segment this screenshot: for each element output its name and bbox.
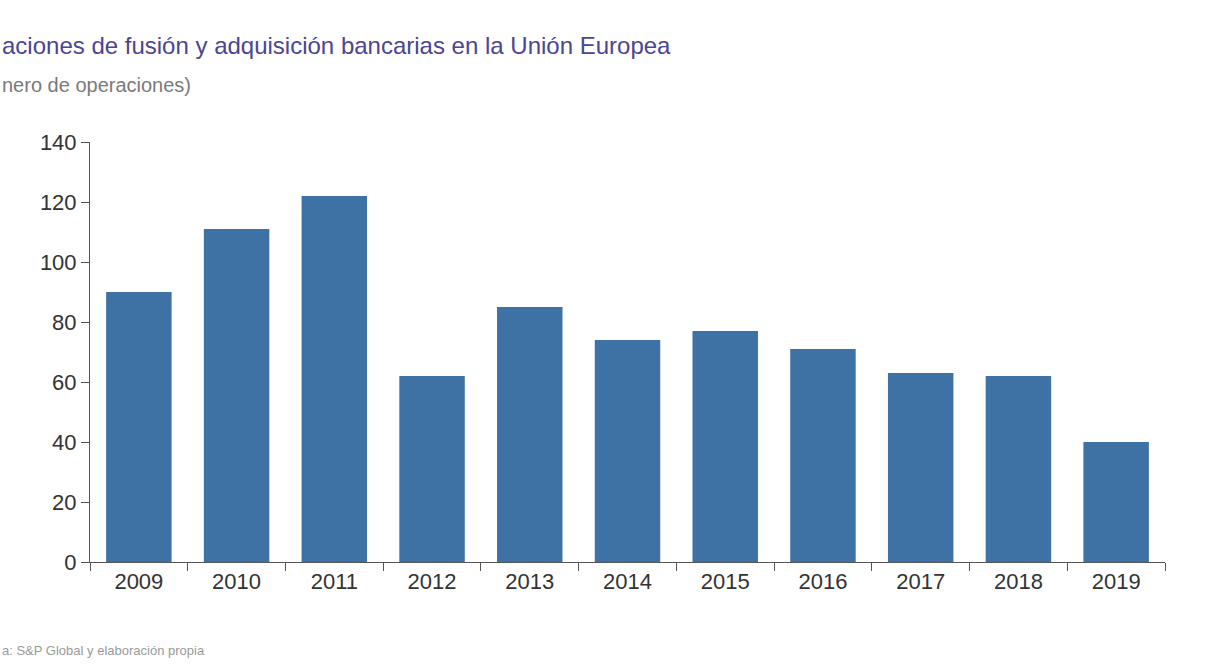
svg-text:2015: 2015 [701, 569, 750, 594]
svg-text:120: 120 [40, 190, 77, 215]
svg-text:2017: 2017 [896, 569, 945, 594]
svg-text:60: 60 [52, 370, 76, 395]
svg-text:aciones de fusión y adquisició: aciones de fusión y adquisición bancaria… [2, 32, 671, 59]
svg-text:2011: 2011 [311, 569, 358, 594]
svg-text:2019: 2019 [1092, 569, 1141, 594]
svg-text:2012: 2012 [408, 569, 457, 594]
svg-text:2013: 2013 [505, 569, 554, 594]
svg-text:100: 100 [40, 250, 77, 275]
svg-text:2009: 2009 [114, 569, 163, 594]
svg-text:0: 0 [64, 550, 76, 575]
svg-text:2010: 2010 [212, 569, 261, 594]
svg-text:2016: 2016 [798, 569, 847, 594]
svg-text:80: 80 [52, 310, 76, 335]
svg-text:2018: 2018 [994, 569, 1043, 594]
svg-text:40: 40 [52, 430, 76, 455]
svg-text:140: 140 [40, 130, 77, 155]
svg-text:2014: 2014 [603, 569, 652, 594]
svg-text:20: 20 [52, 490, 76, 515]
svg-text:nero de operaciones): nero de operaciones) [2, 74, 191, 96]
svg-text:a: S&P Global y elaboración pr: a: S&P Global y elaboración propia [2, 643, 205, 658]
